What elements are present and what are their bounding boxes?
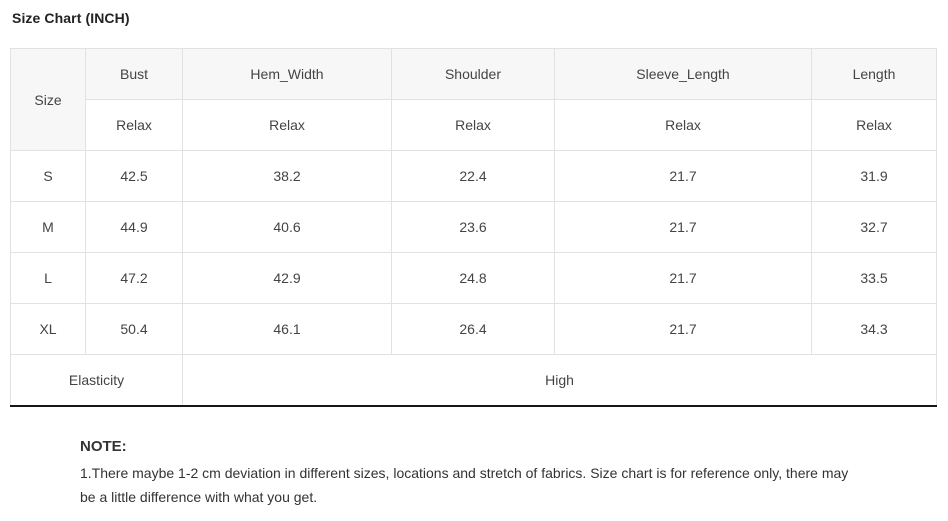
size-row-l: L 47.2 42.9 24.8 21.7 33.5: [10, 252, 937, 304]
fit-cell-sleeve-length: Relax: [554, 99, 812, 151]
value-cell-bust: 50.4: [85, 303, 183, 355]
value-cell-shoulder: 26.4: [391, 303, 555, 355]
size-row-m: M 44.9 40.6 23.6 21.7 32.7: [10, 201, 937, 253]
column-header-length: Length: [811, 48, 937, 100]
column-header-sleeve-length: Sleeve_Length: [554, 48, 812, 100]
fit-cell-bust: Relax: [85, 99, 183, 151]
size-chart-table: Size Bust Hem_Width Shoulder Sleeve_Leng…: [10, 48, 937, 407]
size-column-header: Size: [10, 48, 86, 151]
value-cell-bust: 44.9: [85, 201, 183, 253]
value-cell-hem-width: 38.2: [182, 150, 392, 202]
value-cell-shoulder: 24.8: [391, 252, 555, 304]
value-cell-hem-width: 42.9: [182, 252, 392, 304]
header-row-measurements: Size Bust Hem_Width Shoulder Sleeve_Leng…: [10, 48, 937, 151]
size-label-cell: M: [10, 201, 86, 253]
value-cell-bust: 42.5: [85, 150, 183, 202]
fit-cell-hem-width: Relax: [182, 99, 392, 151]
value-cell-hem-width: 46.1: [182, 303, 392, 355]
value-cell-shoulder: 22.4: [391, 150, 555, 202]
size-label-cell: XL: [10, 303, 86, 355]
value-cell-length: 33.5: [811, 252, 937, 304]
size-chart-title: Size Chart (INCH): [12, 10, 130, 26]
elasticity-label-cell: Elasticity: [10, 354, 183, 407]
value-cell-sleeve-length: 21.7: [554, 252, 812, 304]
value-cell-shoulder: 23.6: [391, 201, 555, 253]
value-cell-sleeve-length: 21.7: [554, 303, 812, 355]
value-cell-length: 31.9: [811, 150, 937, 202]
size-label-cell: S: [10, 150, 86, 202]
elasticity-row: Elasticity High: [10, 354, 937, 407]
column-header-bust: Bust: [85, 48, 183, 100]
size-label-cell: L: [10, 252, 86, 304]
size-row-xl: XL 50.4 46.1 26.4 21.7 34.3: [10, 303, 937, 355]
value-cell-length: 34.3: [811, 303, 937, 355]
size-row-s: S 42.5 38.2 22.4 21.7 31.9: [10, 150, 937, 202]
value-cell-length: 32.7: [811, 201, 937, 253]
note-heading: NOTE:: [80, 438, 127, 455]
value-cell-sleeve-length: 21.7: [554, 201, 812, 253]
fit-cell-shoulder: Relax: [391, 99, 555, 151]
column-header-shoulder: Shoulder: [391, 48, 555, 100]
elasticity-value-cell: High: [182, 354, 937, 407]
note-text: 1.There maybe 1-2 cm deviation in differ…: [80, 465, 849, 505]
header-row-fit: Relax Relax Relax Relax Relax: [11, 99, 937, 151]
value-cell-hem-width: 40.6: [182, 201, 392, 253]
note-block: NOTE: 1.There maybe 1-2 cm deviation in …: [80, 437, 864, 509]
value-cell-bust: 47.2: [85, 252, 183, 304]
value-cell-sleeve-length: 21.7: [554, 150, 812, 202]
column-header-hem-width: Hem_Width: [182, 48, 392, 100]
fit-cell-length: Relax: [811, 99, 937, 151]
